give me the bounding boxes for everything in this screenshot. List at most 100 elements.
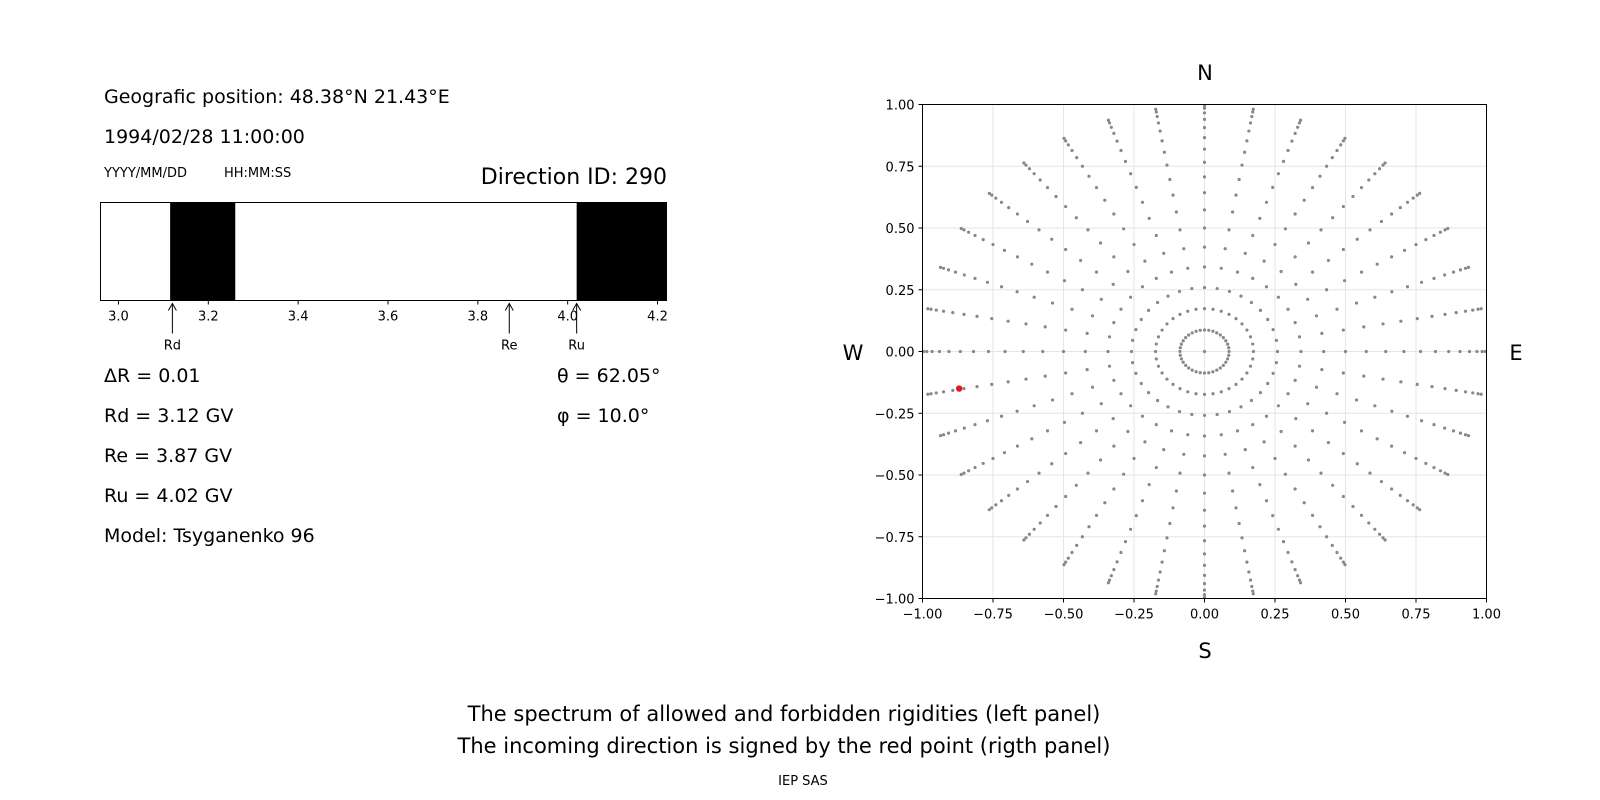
direction-point (1154, 589, 1158, 593)
direction-point (1107, 335, 1112, 339)
rigidity-markers: Rd Re Ru (164, 302, 585, 354)
direction-point (1221, 363, 1225, 367)
direction-point (1247, 129, 1251, 133)
direction-point (1415, 193, 1419, 197)
direction-point (1274, 338, 1278, 342)
direction-point (1341, 247, 1345, 252)
direction-point (938, 265, 943, 269)
direction-point (1085, 331, 1089, 335)
direction-point (1306, 402, 1310, 406)
direction-point (951, 311, 955, 315)
direction-point (1381, 322, 1385, 326)
direction-point (1165, 536, 1169, 540)
direction-point (1367, 521, 1371, 525)
direction-point (1160, 560, 1164, 564)
direction-point (1098, 458, 1103, 462)
direction-point (1070, 392, 1074, 396)
direction-point (1168, 521, 1172, 526)
direction-point (1223, 452, 1227, 456)
direction-point (1178, 346, 1182, 350)
direction-point (1155, 584, 1159, 589)
credit: IEP SAS (778, 774, 828, 789)
direction-point (926, 307, 930, 311)
direction-point (1131, 361, 1135, 365)
direction-point (1234, 317, 1238, 321)
direction-point (1227, 353, 1231, 357)
direction-point (1405, 285, 1410, 289)
direction-point (1168, 177, 1172, 182)
direction-point (1443, 387, 1447, 391)
direction-point (1463, 266, 1468, 270)
direction-point (1325, 535, 1329, 539)
direction-point (962, 312, 966, 316)
y-tick-label: −0.50 (875, 469, 915, 484)
y-tick-label: 0.00 (886, 346, 915, 361)
direction-point (1325, 411, 1329, 415)
rigidity-spectrum-chart: 3.0 3.2 3.4 3.6 3.8 4.0 4.2 Rd Re Ru (100, 202, 668, 354)
direction-point (1187, 366, 1191, 370)
direction-point (1024, 536, 1028, 540)
direction-point (1154, 110, 1158, 114)
direction-point (1112, 321, 1116, 325)
forbidden-bands (170, 202, 667, 301)
direction-point (1354, 301, 1359, 305)
direction-point (1202, 349, 1207, 354)
direction-point (1098, 241, 1103, 245)
marker-arrow-head (504, 302, 514, 311)
direction-point (1155, 300, 1160, 305)
direction-point (1143, 259, 1147, 263)
direction-point (1330, 156, 1334, 160)
direction-point (1129, 295, 1133, 299)
direction-point (1405, 499, 1410, 503)
direction-point (1112, 568, 1116, 572)
direction-point (1451, 429, 1456, 433)
direction-point (1433, 349, 1438, 354)
direction-point (1140, 285, 1145, 289)
direction-point (1325, 288, 1329, 292)
direction-point (1156, 364, 1161, 368)
direction-point (1154, 592, 1158, 596)
direction-point (1043, 374, 1047, 378)
time-format-label: HH:MM:SS (224, 166, 291, 181)
direction-point (1156, 121, 1161, 125)
direction-point (1015, 487, 1020, 491)
direction-point (1037, 228, 1041, 232)
direction-point (962, 273, 966, 277)
direction-point (1015, 255, 1020, 259)
direction-point (1202, 371, 1207, 375)
direction-point (1318, 174, 1322, 178)
direction-point (1383, 538, 1387, 542)
direction-point (973, 423, 977, 427)
direction-point (1458, 349, 1462, 354)
direction-point (1202, 434, 1207, 438)
direction-point (1227, 387, 1231, 391)
direction-point (1146, 308, 1151, 313)
direction-point (1414, 456, 1418, 461)
spectrum-tick-label: 4.0 (557, 310, 578, 325)
direction-point (959, 226, 963, 231)
direction-point (1343, 136, 1347, 141)
direction-point (1286, 307, 1290, 311)
direction-point (1476, 392, 1480, 396)
direction-point (1443, 312, 1447, 316)
direction-point (1243, 447, 1247, 452)
direction-point (1139, 317, 1143, 322)
direction-point (1030, 262, 1034, 266)
geographic-position: Geografic position: 48.38°N 21.43°E (104, 86, 450, 108)
direction-point (1320, 368, 1324, 372)
direction-point (1202, 160, 1207, 164)
direction-point (987, 191, 991, 195)
direction-point (1343, 349, 1348, 354)
direction-point (1283, 227, 1287, 231)
direction-point (1109, 125, 1113, 129)
direction-point (999, 414, 1004, 418)
direction-point (973, 276, 977, 280)
direction-point (929, 307, 933, 311)
direction-point (1066, 556, 1070, 560)
direction-point (1087, 174, 1091, 178)
direction-point (1064, 494, 1068, 499)
re-value: Re = 3.87 GV (104, 445, 232, 467)
direction-point (1227, 289, 1232, 294)
direction-point (1354, 398, 1359, 402)
direction-point (1418, 191, 1422, 195)
